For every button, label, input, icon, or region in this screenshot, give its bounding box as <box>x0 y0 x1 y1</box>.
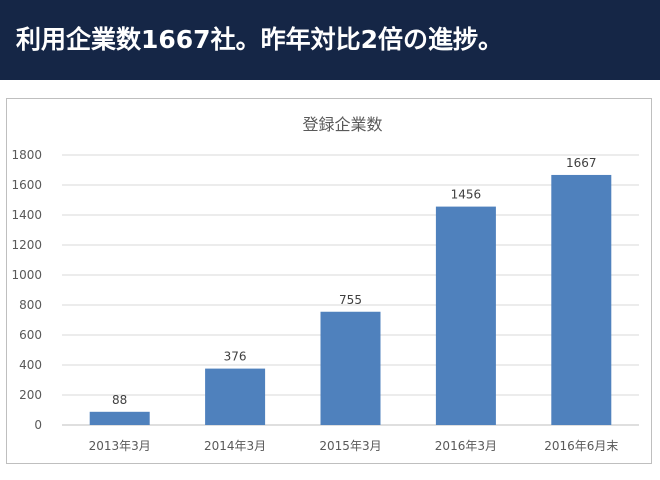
bar <box>320 311 381 425</box>
x-tick-label: 2016年6月末 <box>544 439 618 453</box>
chart-title: 登録企業数 <box>302 115 382 134</box>
y-tick-label: 200 <box>19 388 42 402</box>
x-tick-label: 2014年3月 <box>204 439 266 453</box>
header-banner: 利用企業数1667社。昨年対比2倍の進捗。 <box>0 0 660 80</box>
bar-chart: 登録企業数 0 200 400 600 800 1000 1200 1400 1600 1800 88… <box>11 115 639 453</box>
y-tick-label: 1800 <box>11 148 42 162</box>
y-tick-label: 400 <box>19 358 42 372</box>
data-label: 88 <box>112 393 127 407</box>
y-tick-label: 1600 <box>11 178 42 192</box>
y-tick-label: 800 <box>19 298 42 312</box>
y-tick-label: 1200 <box>11 238 42 252</box>
data-label: 376 <box>224 350 247 364</box>
bar <box>435 206 496 425</box>
y-tick-label: 1000 <box>11 268 42 282</box>
y-tick-label: 0 <box>34 418 42 432</box>
x-tick-label: 2015年3月 <box>319 439 381 453</box>
bar <box>205 368 266 425</box>
x-tick-label: 2016年3月 <box>435 439 497 453</box>
data-label: 755 <box>339 293 362 307</box>
chart-frame: 登録企業数 0 200 400 600 800 1000 1200 1400 1600 1800 88… <box>6 98 652 464</box>
page-title: 利用企業数1667社。昨年対比2倍の進捗。 <box>16 25 503 54</box>
data-label: 1667 <box>566 156 597 170</box>
y-tick-label: 600 <box>19 328 42 342</box>
bar <box>89 411 150 425</box>
x-tick-label: 2013年3月 <box>89 439 151 453</box>
data-label: 1456 <box>451 188 482 202</box>
bar <box>551 174 612 425</box>
y-tick-label: 1400 <box>11 208 42 222</box>
